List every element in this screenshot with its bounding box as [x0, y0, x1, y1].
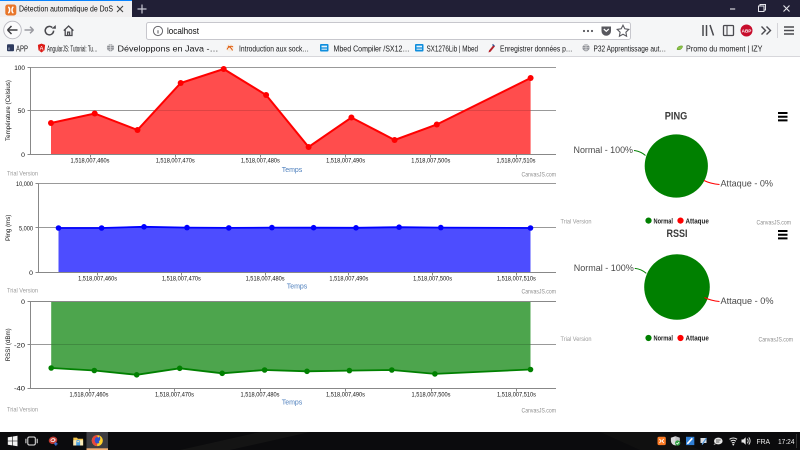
- svg-text:Trial Version: Trial Version: [7, 288, 38, 295]
- svg-text:P32 Apprentissage aut…: P32 Apprentissage aut…: [594, 44, 667, 54]
- svg-text:1,518,007,460s: 1,518,007,460s: [71, 157, 111, 164]
- svg-text:1,518,007,470s: 1,518,007,470s: [156, 157, 196, 164]
- svg-text:0: 0: [21, 152, 25, 159]
- svg-text:CanvasJS.com: CanvasJS.com: [522, 172, 557, 179]
- svg-text:Température (Celsius): Température (Celsius): [5, 80, 12, 141]
- svg-text:Détection automatique de DoS: Détection automatique de DoS: [19, 4, 113, 14]
- svg-text:Normal - 100%: Normal - 100%: [574, 144, 634, 155]
- svg-text:1,518,007,490s: 1,518,007,490s: [329, 276, 369, 283]
- svg-text:ABP: ABP: [742, 29, 752, 34]
- svg-text:Trial Version: Trial Version: [7, 407, 38, 414]
- svg-text:1,518,007,480s: 1,518,007,480s: [246, 276, 286, 283]
- svg-text:Normal: Normal: [654, 216, 674, 225]
- svg-text:1,518,007,510s: 1,518,007,510s: [497, 392, 537, 399]
- svg-text:PING: PING: [665, 111, 688, 123]
- svg-text:1,518,007,500s: 1,518,007,500s: [412, 392, 452, 399]
- svg-text:A: A: [40, 47, 44, 53]
- svg-text:-40: -40: [14, 386, 25, 393]
- svg-text:CanvasJS.com: CanvasJS.com: [522, 408, 557, 415]
- svg-text:CanvasJS.com: CanvasJS.com: [757, 220, 792, 227]
- svg-text:1,518,007,500s: 1,518,007,500s: [411, 157, 451, 164]
- svg-text:ll: ll: [8, 46, 10, 51]
- svg-text:17:24: 17:24: [778, 437, 795, 446]
- svg-text:FRA: FRA: [757, 437, 771, 446]
- svg-text:Développons en Java -…: Développons en Java -…: [118, 44, 219, 54]
- svg-text:1,518,007,480s: 1,518,007,480s: [241, 392, 281, 399]
- svg-text:Introduction aux sock…: Introduction aux sock…: [239, 44, 309, 54]
- svg-text:Trial Version: Trial Version: [561, 219, 592, 226]
- svg-text:5,000: 5,000: [19, 225, 33, 232]
- svg-text:1,518,007,460s: 1,518,007,460s: [70, 392, 110, 399]
- svg-text:APP: APP: [16, 44, 28, 54]
- svg-text:1,518,007,470s: 1,518,007,470s: [162, 276, 202, 283]
- svg-text:Attaque - 0%: Attaque - 0%: [721, 178, 774, 189]
- svg-text:Normal: Normal: [654, 334, 674, 343]
- svg-text:Trial Version: Trial Version: [561, 336, 592, 343]
- svg-text:1,518,007,500s: 1,518,007,500s: [413, 276, 453, 283]
- svg-text:-20: -20: [14, 342, 25, 349]
- svg-text:1,518,007,490s: 1,518,007,490s: [326, 392, 366, 399]
- svg-text:0: 0: [29, 270, 33, 277]
- svg-text:Trial Version: Trial Version: [7, 171, 38, 178]
- svg-text:CanvasJS.com: CanvasJS.com: [759, 336, 794, 343]
- svg-text:CanvasJS.com: CanvasJS.com: [522, 289, 557, 296]
- svg-text:Normal - 100%: Normal - 100%: [574, 262, 634, 273]
- svg-text:Attaque: Attaque: [686, 216, 709, 225]
- svg-text:Mbed Compiler /SX12…: Mbed Compiler /SX12…: [334, 44, 410, 54]
- svg-text:Temps: Temps: [282, 167, 303, 174]
- svg-text:Attaque: Attaque: [686, 334, 709, 343]
- svg-text:SX1276Lib | Mbed: SX1276Lib | Mbed: [427, 44, 479, 54]
- svg-text:Ping (ms): Ping (ms): [5, 215, 12, 241]
- svg-text:1,518,007,460s: 1,518,007,460s: [78, 276, 118, 283]
- svg-text:50: 50: [18, 108, 26, 115]
- svg-text:0: 0: [21, 299, 25, 306]
- svg-text:1,518,007,510s: 1,518,007,510s: [497, 157, 537, 164]
- svg-text:Promo du moment | IZY: Promo du moment | IZY: [686, 44, 763, 54]
- svg-text:localhost: localhost: [167, 26, 199, 36]
- svg-text:Temps: Temps: [287, 284, 308, 291]
- svg-text:1,518,007,480s: 1,518,007,480s: [241, 157, 281, 164]
- svg-text:Temps: Temps: [282, 400, 303, 407]
- svg-text:Enregistrer données p…: Enregistrer données p…: [500, 44, 573, 54]
- svg-text:RSSI: RSSI: [667, 228, 688, 240]
- svg-text:AngularJS: Tutorial: Tu…: AngularJS: Tutorial: Tu…: [47, 44, 98, 54]
- svg-text:100: 100: [14, 65, 25, 72]
- svg-text:10,000: 10,000: [16, 181, 33, 188]
- svg-text:1,518,007,510s: 1,518,007,510s: [497, 276, 537, 283]
- svg-text:1,518,007,490s: 1,518,007,490s: [326, 157, 366, 164]
- svg-text:Attaque - 0%: Attaque - 0%: [721, 295, 774, 306]
- svg-text:1,518,007,470s: 1,518,007,470s: [155, 392, 195, 399]
- svg-text:RSSI (dBm): RSSI (dBm): [5, 328, 12, 361]
